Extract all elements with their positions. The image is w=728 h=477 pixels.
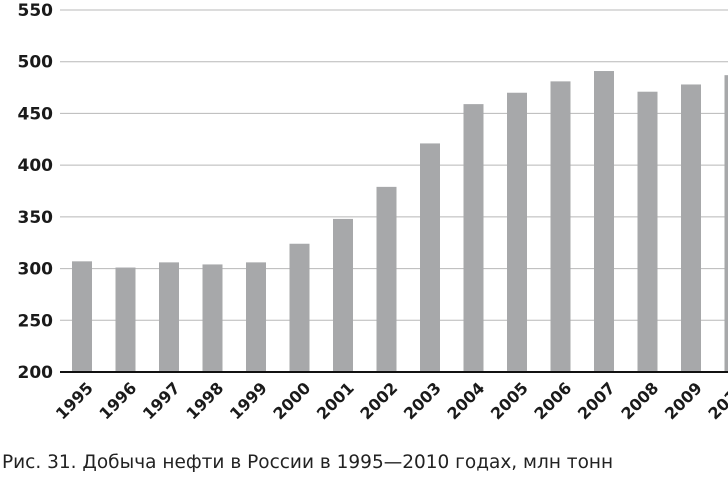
- y-tick-label: 400: [18, 156, 54, 176]
- x-tick-label: 1998: [182, 378, 227, 423]
- x-axis-ticks: 1995199619971998199920002001200220032004…: [52, 378, 728, 423]
- y-tick-label: 500: [18, 53, 54, 73]
- x-tick-label: 2002: [356, 378, 401, 423]
- bar-2001: [333, 218, 353, 372]
- x-tick-label: 2010: [704, 378, 728, 423]
- bar-1995: [72, 261, 92, 372]
- bar-1999: [246, 262, 266, 372]
- x-tick-label: 2003: [400, 378, 445, 423]
- figure-caption: Рис. 31. Добыча нефти в России в 1995—20…: [2, 452, 614, 473]
- x-tick-label: 1999: [226, 378, 271, 423]
- bar-2008: [637, 91, 658, 373]
- y-tick-label: 450: [18, 104, 54, 124]
- bar-2004: [463, 104, 484, 373]
- x-tick-label: 2000: [269, 378, 314, 423]
- bar-2010: [724, 75, 728, 372]
- x-tick-label: 1995: [52, 378, 97, 423]
- y-tick-label: 200: [18, 363, 54, 383]
- bar-1997: [159, 262, 179, 372]
- x-tick-label: 2008: [617, 378, 662, 423]
- bar-2007: [594, 71, 614, 372]
- y-tick-label: 350: [18, 208, 54, 228]
- x-tick-label: 2009: [661, 378, 706, 423]
- bar-2005: [507, 92, 527, 372]
- bar-2009: [681, 84, 701, 373]
- y-axis-ticks: 200 250 300 350 400 450 500 550: [18, 1, 54, 383]
- bar-2002: [376, 186, 397, 372]
- x-tick-label: 2001: [313, 378, 358, 423]
- bar-2003: [420, 143, 440, 372]
- y-tick-label: 300: [18, 260, 54, 280]
- bar-2000: [289, 243, 310, 372]
- x-tick-label: 1996: [95, 378, 140, 423]
- y-tick-label: 550: [18, 1, 54, 21]
- bar-1998: [202, 264, 223, 372]
- bars: [72, 71, 728, 373]
- x-tick-label: 1997: [139, 378, 184, 423]
- y-tick-label: 250: [18, 311, 54, 331]
- x-tick-label: 2005: [487, 378, 532, 423]
- x-tick-label: 2006: [530, 378, 575, 423]
- bar-1996: [115, 267, 136, 372]
- bar-2006: [550, 81, 571, 372]
- x-tick-label: 2004: [443, 378, 488, 423]
- x-tick-label: 2007: [574, 378, 619, 423]
